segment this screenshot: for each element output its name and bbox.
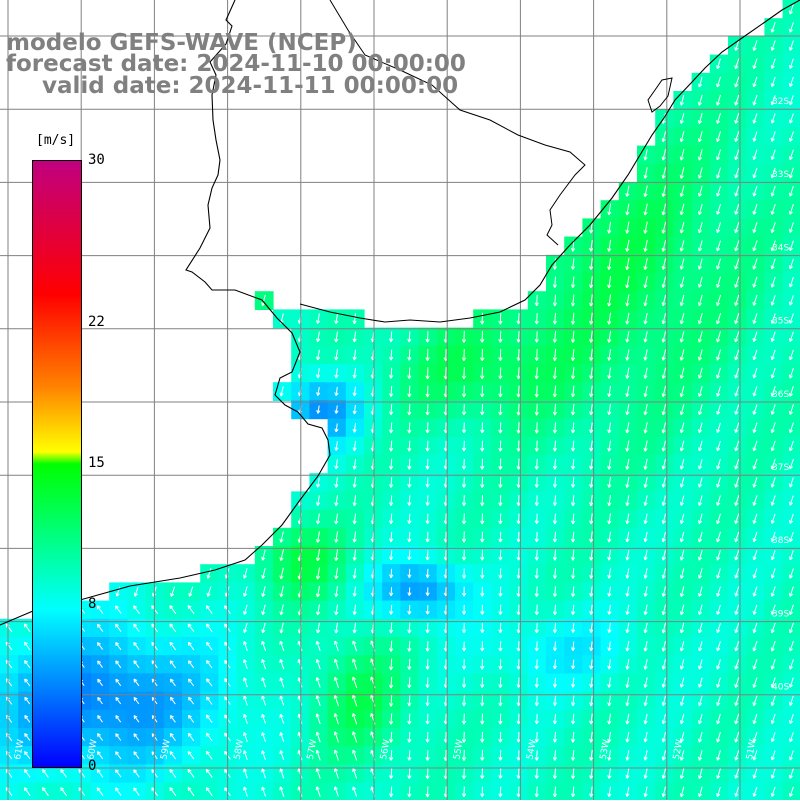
latitude-label: 40S xyxy=(772,683,789,693)
latitude-label: 39S xyxy=(772,609,789,619)
wind-speed-cell xyxy=(783,783,800,800)
colorbar-tick: 8 xyxy=(88,596,96,612)
colorbar-tick: 0 xyxy=(88,758,96,774)
colorbar-unit: [m/s] xyxy=(36,133,75,148)
colorbar xyxy=(32,160,82,768)
latitude-label: 36S xyxy=(772,390,789,400)
latitude-label: 37S xyxy=(772,463,789,473)
latitude-label: 33S xyxy=(772,170,789,180)
valid-date: valid date: 2024-11-11 00:00:00 xyxy=(42,74,458,99)
colorbar-tick: 22 xyxy=(88,314,105,330)
latitude-label: 35S xyxy=(772,317,789,327)
latitude-label: 38S xyxy=(772,536,789,546)
colorbar-tick: 30 xyxy=(88,152,105,168)
latitude-label: 34S xyxy=(772,243,789,253)
latitude-label: 32S xyxy=(772,97,789,107)
colorbar-tick: 15 xyxy=(88,455,105,471)
